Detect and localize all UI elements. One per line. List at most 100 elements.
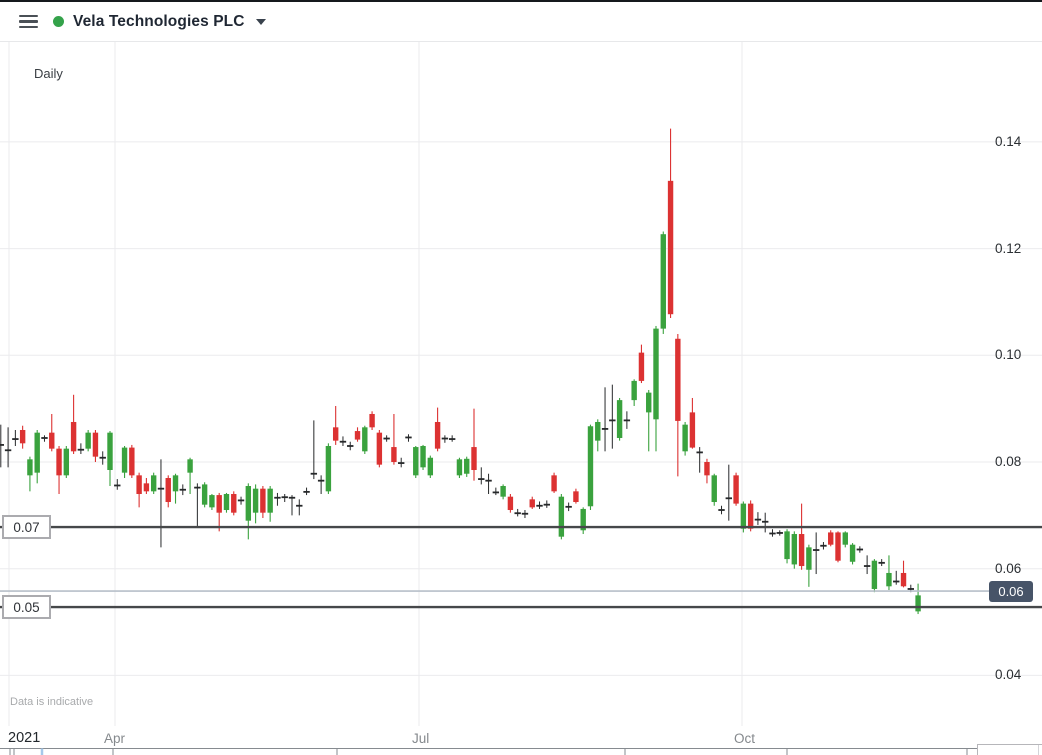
candle (798, 503, 805, 570)
candle (143, 478, 150, 495)
candle (820, 542, 827, 550)
candle (63, 445, 70, 479)
candle (12, 429, 19, 446)
candle (165, 475, 171, 508)
candle (863, 555, 871, 575)
candle (0, 424, 4, 468)
candle (660, 231, 666, 334)
candle (317, 475, 325, 495)
candle (638, 344, 645, 384)
candle (762, 512, 769, 533)
y-axis-tick-label: 0.12 (995, 240, 1022, 256)
candle (413, 445, 419, 479)
candle (252, 484, 259, 524)
candle (514, 508, 521, 517)
x-axis-year-label: 2021 (8, 730, 41, 746)
candle (56, 445, 62, 495)
candle (631, 379, 637, 406)
header: Vela Technologies PLC (0, 2, 1042, 42)
candle (856, 546, 864, 553)
candle (667, 128, 674, 318)
candle (878, 559, 885, 567)
candle (464, 456, 470, 477)
candle (19, 425, 26, 449)
candle (835, 531, 841, 563)
candle (129, 444, 135, 479)
candle (529, 496, 535, 509)
candle (543, 500, 550, 508)
candle (260, 486, 266, 519)
hamburger-menu-button[interactable] (19, 14, 38, 29)
candle (842, 531, 848, 548)
candle (521, 510, 529, 519)
candle (565, 502, 572, 512)
candle (696, 447, 703, 473)
hamburger-icon (19, 14, 38, 17)
candle (347, 441, 354, 451)
candle (551, 472, 557, 493)
candle (754, 512, 762, 525)
candle (886, 555, 892, 591)
candle (500, 484, 506, 500)
candle (237, 496, 245, 505)
chevron-down-icon (255, 18, 266, 25)
candle (573, 488, 579, 504)
candle (616, 397, 623, 441)
candle (339, 436, 347, 446)
candle (383, 435, 390, 442)
symbol-selector[interactable]: Vela Technologies PLC (53, 13, 266, 31)
candle (150, 472, 157, 495)
timeframe-label: Daily (34, 66, 63, 81)
candle (201, 482, 208, 508)
candle (216, 492, 222, 532)
candle (398, 457, 405, 468)
candle (682, 421, 688, 456)
candle (456, 457, 463, 479)
candle (187, 457, 193, 495)
bottom-axis-corner (977, 744, 1042, 755)
candle (369, 411, 375, 430)
candle (41, 435, 48, 442)
candle (332, 405, 339, 445)
price-level-label-005[interactable]: 0.05 (2, 595, 51, 620)
candle (420, 444, 426, 471)
candle (85, 429, 91, 452)
candle (441, 435, 449, 443)
candle (609, 384, 616, 449)
price-level-label-007[interactable]: 0.07 (2, 515, 51, 540)
green-status-dot-icon (53, 16, 64, 27)
candle (194, 483, 201, 527)
candle (391, 413, 397, 465)
candle (587, 424, 594, 511)
candle (791, 531, 798, 569)
candle (915, 583, 921, 615)
candle (281, 494, 288, 503)
candle (601, 387, 609, 452)
candle (274, 492, 281, 506)
candle (689, 397, 696, 449)
candle (99, 451, 106, 465)
candle (776, 530, 783, 536)
symbol-title: Vela Technologies PLC (73, 12, 245, 30)
candle (448, 435, 456, 442)
candle (646, 389, 652, 452)
candle (733, 472, 739, 506)
candle (223, 492, 230, 513)
candle (653, 325, 659, 452)
candle (900, 560, 907, 588)
candle (288, 495, 296, 516)
candle (114, 479, 121, 490)
candle (828, 530, 834, 547)
candle (362, 425, 368, 454)
y-axis-tick-label: 0.06 (995, 560, 1022, 576)
candle (427, 455, 434, 479)
candle (136, 472, 142, 508)
candle (231, 491, 237, 516)
candle (434, 407, 441, 452)
candle (49, 413, 55, 452)
x-axis-month-label: Jul (412, 731, 430, 746)
candle (303, 487, 310, 496)
candle (471, 408, 477, 481)
